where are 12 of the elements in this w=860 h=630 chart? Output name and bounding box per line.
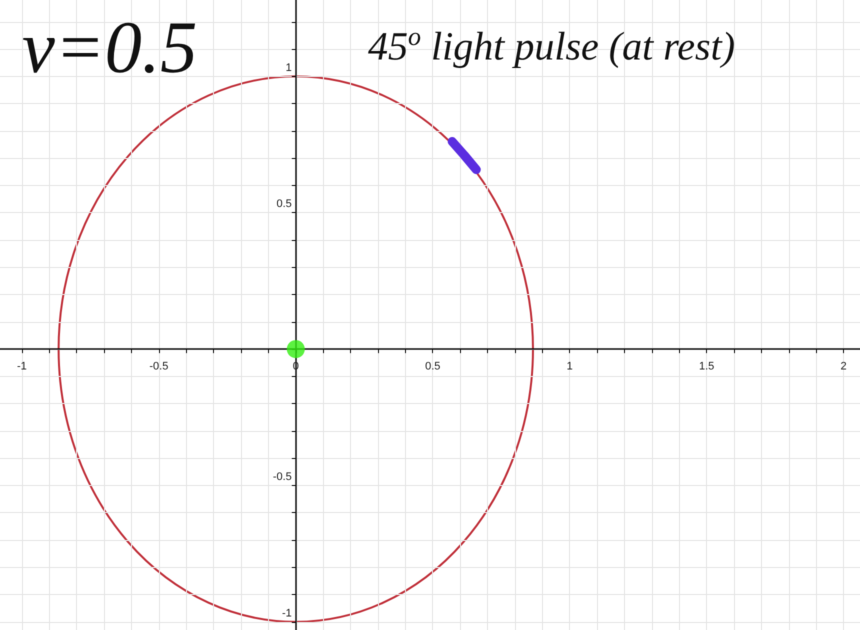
x-tick-label: 0.5 [425,360,440,373]
x-tick-label: 2 [840,360,847,373]
x-tick-label: -0.5 [149,360,168,373]
x-tick-label: -1 [17,360,27,373]
y-tick-label: -0.5 [272,470,292,483]
y-tick-label: 0.5 [276,198,292,210]
annotation: v=0.5 [22,6,198,91]
y-tick-label: 1 [286,62,292,74]
x-tick-label: 1 [566,360,573,373]
x-tick-label: 1.5 [698,360,714,373]
y-tick-label: -1 [282,607,292,620]
text: 45$^{o}$ light pulse (at rest) [368,22,736,70]
